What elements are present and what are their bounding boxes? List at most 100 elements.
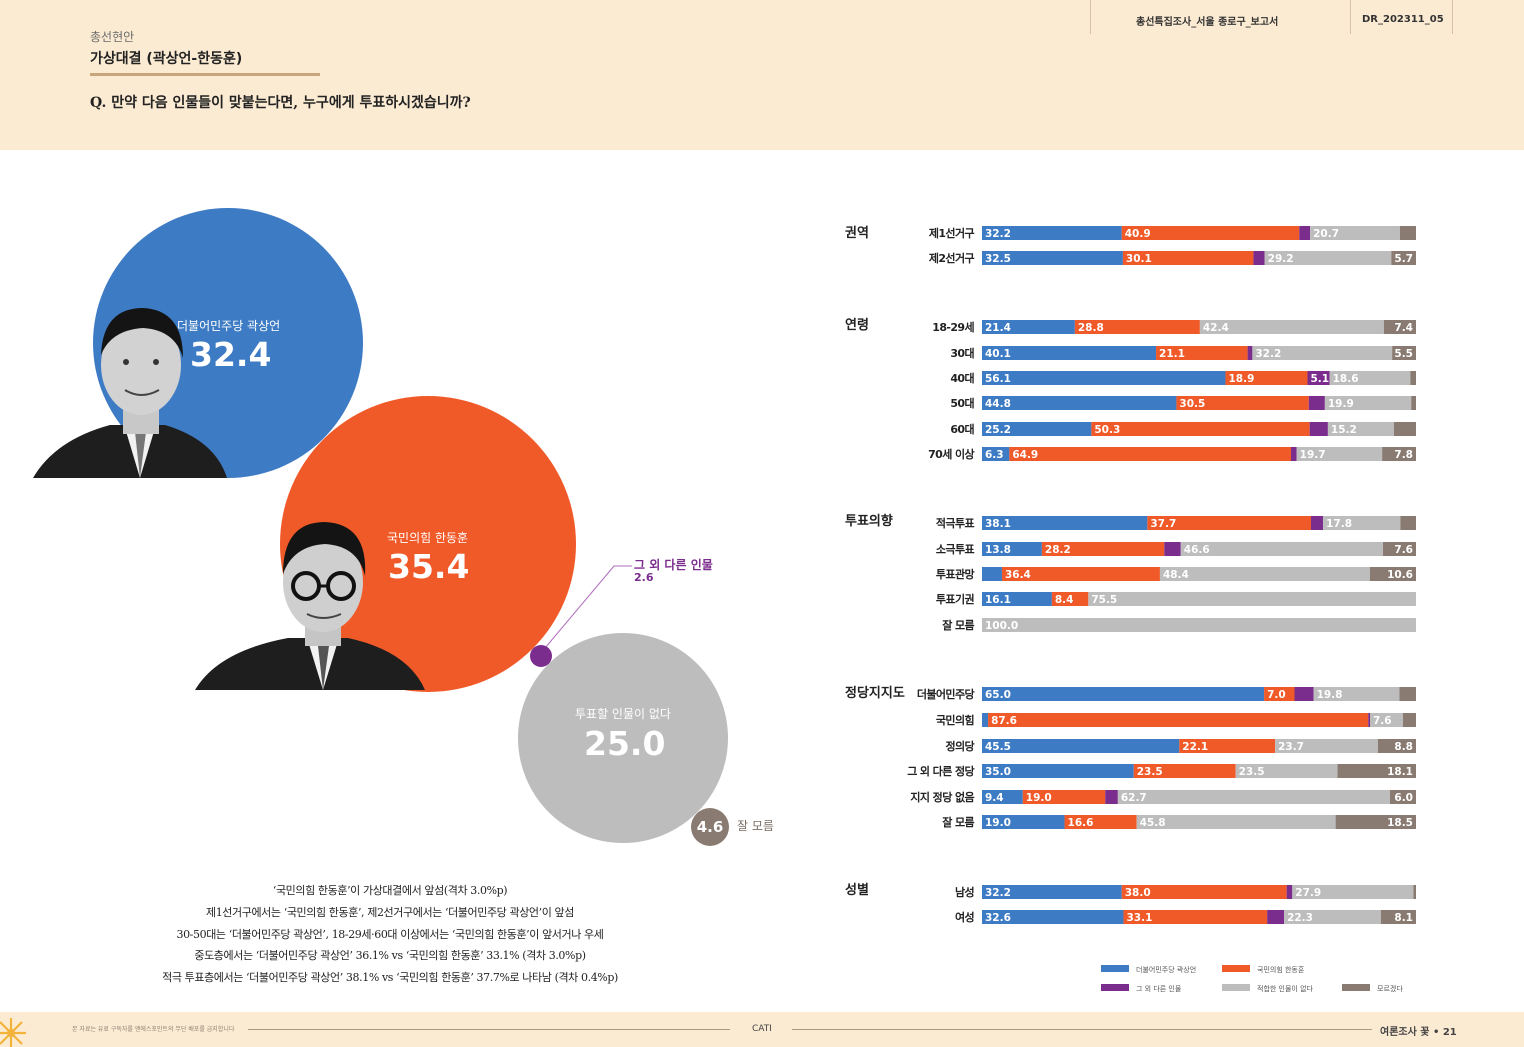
row-label: 70세 이상 bbox=[928, 447, 974, 461]
bar-segment bbox=[1159, 567, 1370, 581]
bar-segment bbox=[982, 618, 1416, 632]
bar-segment bbox=[982, 447, 1010, 461]
bar-segment bbox=[1392, 346, 1416, 360]
bar-segment bbox=[1264, 251, 1392, 265]
bar-value-label: 46.6 bbox=[1184, 544, 1210, 556]
bar-segment bbox=[1323, 516, 1401, 530]
row-label: 제2선거구 bbox=[929, 251, 975, 265]
bar-segment bbox=[1123, 910, 1268, 924]
bar-value-label: 45.5 bbox=[985, 741, 1011, 753]
bar-value-label: 30.1 bbox=[1126, 253, 1152, 265]
row-label: 30대 bbox=[950, 346, 974, 360]
summary-line: 적극 투표층에서는 ‘더불어민주당 곽상언’ 38.1% vs ‘국민의힘 한동… bbox=[162, 971, 618, 985]
bar-segment bbox=[1399, 226, 1416, 240]
bar-segment bbox=[1133, 764, 1236, 778]
bar-segment bbox=[1400, 516, 1416, 530]
bar-segment bbox=[1147, 516, 1311, 530]
bar-segment bbox=[1377, 739, 1416, 753]
row-label: 그 외 다른 정당 bbox=[907, 764, 974, 778]
footer-page: 여론조사 꽃 • 21 bbox=[1380, 1027, 1457, 1038]
other-bubble bbox=[530, 645, 552, 667]
bar-segment bbox=[1299, 226, 1311, 240]
bar-segment bbox=[1122, 251, 1254, 265]
bar-segment bbox=[1307, 371, 1330, 385]
bar-value-label: 19.0 bbox=[1026, 792, 1052, 804]
summary-text: ‘국민의힘 한동훈’이 가상대결에서 앞섬(격차 3.0%p) 제1선거구에서는… bbox=[150, 880, 630, 989]
bar-segment bbox=[1009, 447, 1292, 461]
bar-segment bbox=[1121, 226, 1300, 240]
bar-value-label: 17.8 bbox=[1326, 518, 1352, 530]
none-bubble bbox=[518, 633, 728, 843]
bar-segment bbox=[1369, 713, 1403, 727]
unknown-label: 잘 모름 bbox=[737, 819, 774, 833]
row-label: 더불어민주당 bbox=[917, 687, 975, 701]
document-title: 총선특집조사_서울 종로구_보고서 bbox=[1136, 17, 1279, 28]
summary-line: ‘국민의힘 한동훈’이 가상대결에서 앞섬(격차 3.0%p) bbox=[272, 884, 508, 897]
bar-value-label: 7.6 bbox=[1394, 544, 1413, 556]
bar-value-label: 27.9 bbox=[1295, 887, 1321, 899]
row-label: 40대 bbox=[950, 371, 974, 385]
page-title: 가상대결 (곽상언-한동훈) bbox=[90, 51, 243, 67]
bar-segment bbox=[1309, 422, 1328, 436]
row-label: 투표관망 bbox=[936, 567, 975, 581]
bar-value-label: 28.2 bbox=[1045, 544, 1071, 556]
row-label: 남성 bbox=[955, 885, 974, 899]
group-label: 정당지지도 bbox=[845, 685, 905, 701]
flower-logo-icon bbox=[0, 1018, 26, 1047]
bar-value-label: 32.5 bbox=[985, 253, 1011, 265]
bar-segment bbox=[1335, 815, 1416, 829]
bar-segment bbox=[1267, 910, 1285, 924]
bar-value-label: 29.2 bbox=[1268, 253, 1294, 265]
summary-line: 제1선거구에서는 ‘국민의힘 한동훈’, 제2선거구에서는 ‘더불어민주당 곽상… bbox=[205, 905, 575, 919]
bar-value-label: 18.6 bbox=[1333, 373, 1359, 385]
bar-segment bbox=[1324, 396, 1412, 410]
bar-value-label: 30.5 bbox=[1179, 398, 1205, 410]
bar-value-label: 7.0 bbox=[1267, 689, 1286, 701]
row-label: 소극투표 bbox=[936, 543, 975, 556]
bar-segment bbox=[1389, 790, 1416, 804]
none-bubble-value: 25.0 bbox=[584, 724, 666, 763]
other-value: 2.6 bbox=[634, 571, 654, 584]
bar-value-label: 33.1 bbox=[1126, 912, 1152, 924]
bar-value-label: 19.0 bbox=[985, 817, 1011, 829]
bar-segment bbox=[982, 592, 1052, 606]
row-label: 50대 bbox=[950, 396, 974, 410]
bar-segment bbox=[1382, 447, 1416, 461]
legend-label: 적합한 인물이 없다 bbox=[1257, 984, 1314, 993]
bar-segment bbox=[1225, 371, 1308, 385]
bar-segment bbox=[1286, 885, 1293, 899]
bar-value-label: 7.8 bbox=[1394, 449, 1413, 461]
bar-segment bbox=[1051, 592, 1089, 606]
title-underline bbox=[90, 73, 320, 76]
bar-value-label: 42.4 bbox=[1203, 322, 1229, 334]
bar-value-label: 35.0 bbox=[985, 766, 1011, 778]
bar-value-label: 18.1 bbox=[1387, 766, 1413, 778]
bar-segment bbox=[982, 567, 1002, 581]
none-bubble-label: 투표할 인물이 없다 bbox=[575, 707, 671, 721]
bar-value-label: 44.8 bbox=[985, 398, 1011, 410]
bar-value-label: 19.9 bbox=[1328, 398, 1354, 410]
bar-value-label: 8.8 bbox=[1394, 741, 1413, 753]
bar-segment bbox=[1253, 251, 1265, 265]
bar-segment bbox=[1399, 687, 1416, 701]
bar-segment bbox=[1337, 764, 1416, 778]
legend-label: 국민의힘 한동훈 bbox=[1257, 965, 1305, 974]
bar-value-label: 16.1 bbox=[985, 594, 1011, 606]
bar-value-label: 21.1 bbox=[1159, 348, 1185, 360]
group-label: 성별 bbox=[845, 882, 869, 898]
ppp-bubble-value: 35.4 bbox=[388, 547, 470, 586]
legend-swatch bbox=[1101, 984, 1129, 991]
bar-segment bbox=[1327, 422, 1394, 436]
bar-value-label: 5.7 bbox=[1394, 253, 1413, 265]
bar-segment bbox=[1413, 885, 1416, 899]
bar-value-label: 22.3 bbox=[1287, 912, 1313, 924]
bar-segment bbox=[1022, 790, 1106, 804]
summary-line: 30-50대는 ‘더불어민주당 곽상언’, 18-29세·60대 이상에서는 ‘… bbox=[176, 927, 604, 941]
bar-segment bbox=[1383, 320, 1416, 334]
legend-swatch bbox=[1222, 965, 1250, 972]
survey-question: Q. 만약 다음 인물들이 맞붙는다면, 누구에게 투표하시겠습니까? bbox=[90, 95, 471, 111]
group-label: 연령 bbox=[845, 318, 869, 333]
bar-segment bbox=[982, 320, 1075, 334]
